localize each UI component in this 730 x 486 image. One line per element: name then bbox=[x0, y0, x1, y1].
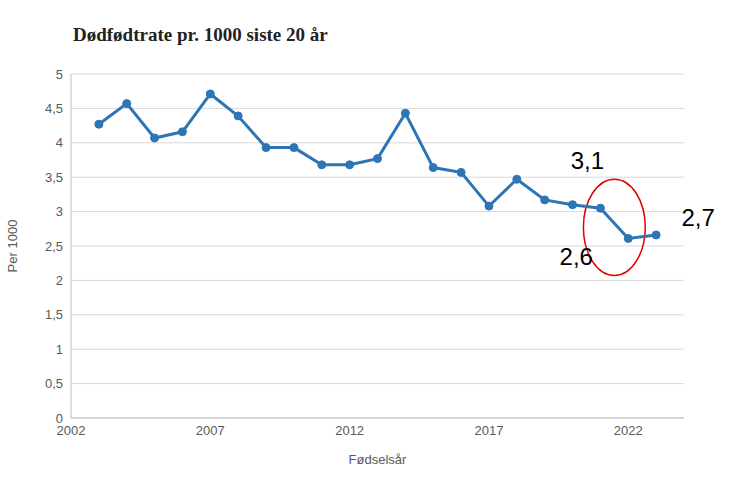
svg-text:4: 4 bbox=[56, 135, 63, 150]
svg-text:1,5: 1,5 bbox=[45, 307, 63, 322]
svg-text:2,5: 2,5 bbox=[45, 239, 63, 254]
svg-text:0: 0 bbox=[56, 411, 63, 426]
svg-text:3,5: 3,5 bbox=[45, 170, 63, 185]
svg-text:3,1: 3,1 bbox=[571, 147, 604, 174]
svg-text:3: 3 bbox=[56, 204, 63, 219]
svg-text:2: 2 bbox=[56, 273, 63, 288]
svg-text:2,7: 2,7 bbox=[681, 204, 714, 231]
svg-text:2022: 2022 bbox=[614, 423, 643, 438]
svg-text:0,5: 0,5 bbox=[45, 376, 63, 391]
svg-text:2012: 2012 bbox=[335, 423, 364, 438]
svg-text:Fødselsår: Fødselsår bbox=[349, 452, 407, 467]
svg-text:2002: 2002 bbox=[56, 423, 86, 439]
svg-text:2017: 2017 bbox=[474, 423, 503, 438]
html-text:Dødfødtrate pr. 1000 siste 20: Dødfødtrate pr. 1000 siste 20 år bbox=[73, 24, 328, 45]
svg-text:2,6: 2,6 bbox=[560, 243, 593, 270]
svg-text:1: 1 bbox=[56, 342, 63, 357]
svg-text:4,5: 4,5 bbox=[45, 101, 63, 116]
svg-text:Per 1000: Per 1000 bbox=[8, 220, 20, 273]
svg-text:2007: 2007 bbox=[196, 423, 225, 438]
svg-text:5: 5 bbox=[56, 67, 63, 82]
